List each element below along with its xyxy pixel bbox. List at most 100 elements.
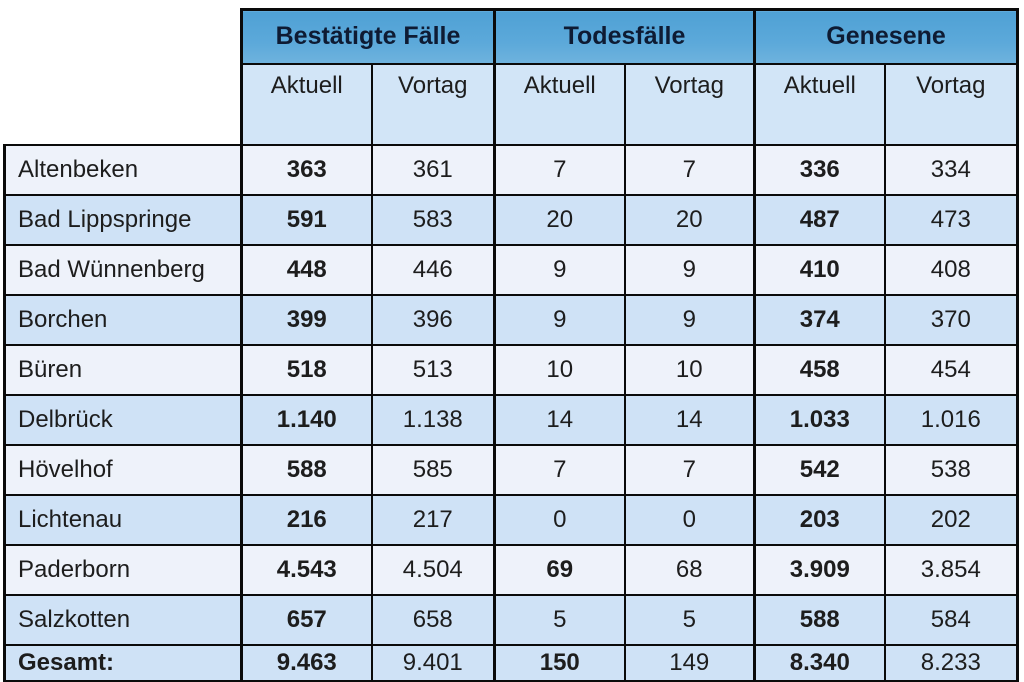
cell-value: 410: [753, 243, 886, 296]
table-row: Bad Wünnenberg 448 446 9 9 410 408: [3, 243, 1020, 296]
cell-value: 538: [883, 443, 1020, 496]
cell-value: 4.504: [370, 543, 496, 596]
row-label: Lichtenau: [3, 493, 243, 546]
cell-value: 202: [883, 493, 1020, 546]
column-group-confirmed-cases: Bestätigte Fälle: [240, 8, 496, 65]
table-row: Delbrück 1.140 1.138 14 14 1.033 1.016: [3, 393, 1020, 446]
table-row: Lichtenau 216 217 0 0 203 202: [3, 493, 1020, 546]
cell-value: 1.016: [883, 393, 1020, 446]
row-label: Salzkotten: [3, 593, 243, 646]
cell-value: 10: [493, 343, 626, 396]
covid-statistics-table: Bestätigte Fälle Todesfälle Genesene Akt…: [3, 8, 1020, 682]
cell-value: 336: [753, 143, 886, 196]
cell-value: 513: [370, 343, 496, 396]
cell-value: 588: [753, 593, 886, 646]
cell-value: 14: [493, 393, 626, 446]
row-label: Bad Lippspringe: [3, 193, 243, 246]
cell-value: 9: [623, 243, 756, 296]
cell-value: 487: [753, 193, 886, 246]
cell-value: 1.138: [370, 393, 496, 446]
cell-value: 374: [753, 293, 886, 346]
cell-value: 454: [883, 343, 1020, 396]
cell-value: 149: [623, 643, 756, 682]
cell-value: 584: [883, 593, 1020, 646]
cell-value: 14: [623, 393, 756, 446]
cell-value: 7: [623, 143, 756, 196]
cell-value: 0: [493, 493, 626, 546]
table-row: Borchen 399 396 9 9 374 370: [3, 293, 1020, 346]
cell-value: 9: [493, 243, 626, 296]
cell-value: 458: [753, 343, 886, 396]
cell-value: 448: [240, 243, 373, 296]
cell-value: 588: [240, 443, 373, 496]
table-row: Salzkotten 657 658 5 5 588 584: [3, 593, 1020, 646]
cell-value: 8.340: [753, 643, 886, 682]
column-group-deaths: Todesfälle: [492, 8, 756, 65]
cell-value: 7: [623, 443, 756, 496]
cell-value: 5: [493, 593, 626, 646]
subheader-recovered-current: Aktuell: [753, 62, 886, 146]
cell-value: 217: [370, 493, 496, 546]
cell-value: 8.233: [883, 643, 1020, 682]
cell-value: 1.033: [753, 393, 886, 446]
cell-value: 9.401: [370, 643, 496, 682]
column-group-recovered: Genesene: [753, 8, 1020, 65]
cell-value: 446: [370, 243, 496, 296]
cell-value: 9: [623, 293, 756, 346]
cell-value: 5: [623, 593, 756, 646]
cell-value: 408: [883, 243, 1020, 296]
cell-value: 4.543: [240, 543, 373, 596]
subheader-deaths-current: Aktuell: [493, 62, 626, 146]
subheader-confirmed-current: Aktuell: [240, 62, 373, 146]
cell-value: 150: [493, 643, 626, 682]
row-label: Hövelhof: [3, 443, 243, 496]
row-label: Büren: [3, 343, 243, 396]
cell-value: 370: [883, 293, 1020, 346]
table-corner-spacer: [4, 9, 242, 145]
cell-value: 9: [493, 293, 626, 346]
row-label: Bad Wünnenberg: [3, 243, 243, 296]
cell-value: 396: [370, 293, 496, 346]
cell-value: 10: [623, 343, 756, 396]
cell-value: 583: [370, 193, 496, 246]
cell-value: 361: [370, 143, 496, 196]
table-row: Altenbeken 363 361 7 7 336 334: [3, 143, 1020, 196]
cell-value: 591: [240, 193, 373, 246]
table-row: Hövelhof 588 585 7 7 542 538: [3, 443, 1020, 496]
row-label: Borchen: [3, 293, 243, 346]
cell-value: 20: [623, 193, 756, 246]
cell-value: 216: [240, 493, 373, 546]
cell-value: 9.463: [240, 643, 373, 682]
subheader-recovered-previous: Vortag: [883, 62, 1020, 146]
cell-value: 68: [623, 543, 756, 596]
cell-value: 1.140: [240, 393, 373, 446]
cell-value: 0: [623, 493, 756, 546]
table-row: Bad Lippspringe 591 583 20 20 487 473: [3, 193, 1020, 246]
table-row: Gesamt: 9.463 9.401 150 149 8.340 8.233: [3, 643, 1020, 682]
cell-value: 20: [493, 193, 626, 246]
row-label: Delbrück: [3, 393, 243, 446]
cell-value: 363: [240, 143, 373, 196]
cell-value: 7: [493, 443, 626, 496]
table-row: Büren 518 513 10 10 458 454: [3, 343, 1020, 396]
cell-value: 585: [370, 443, 496, 496]
table-row: Paderborn 4.543 4.504 69 68 3.909 3.854: [3, 543, 1020, 596]
cell-value: 3.854: [883, 543, 1020, 596]
cell-value: 203: [753, 493, 886, 546]
cell-value: 473: [883, 193, 1020, 246]
row-label: Altenbeken: [3, 143, 243, 196]
cell-value: 518: [240, 343, 373, 396]
table-body: Altenbeken 363 361 7 7 336 334 Bad Lippspringe 5…: [3, 143, 1020, 682]
cell-value: 3.909: [753, 543, 886, 596]
row-label: Gesamt:: [3, 643, 243, 682]
cell-value: 334: [883, 143, 1020, 196]
cell-value: 69: [493, 543, 626, 596]
cell-value: 658: [370, 593, 496, 646]
subheader-confirmed-previous: Vortag: [370, 62, 496, 146]
cell-value: 7: [493, 143, 626, 196]
cell-value: 542: [753, 443, 886, 496]
row-label: Paderborn: [3, 543, 243, 596]
cell-value: 399: [240, 293, 373, 346]
subheader-deaths-previous: Vortag: [623, 62, 756, 146]
